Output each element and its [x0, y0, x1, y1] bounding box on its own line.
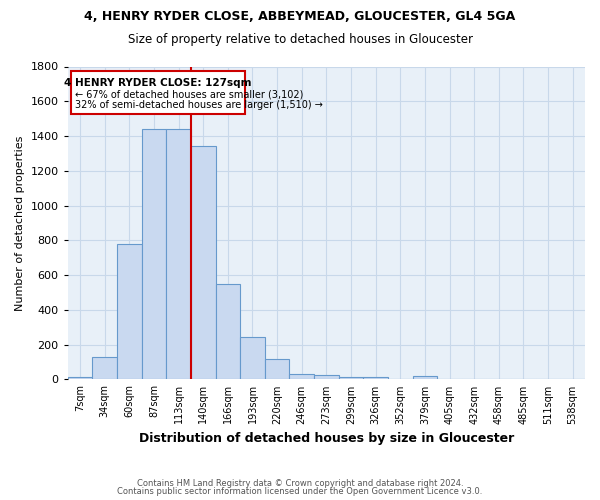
Bar — [364, 377, 388, 380]
Text: Contains HM Land Registry data © Crown copyright and database right 2024.: Contains HM Land Registry data © Crown c… — [137, 478, 463, 488]
Bar — [265, 360, 289, 380]
Text: Contains public sector information licensed under the Open Government Licence v3: Contains public sector information licen… — [118, 487, 482, 496]
Bar — [289, 374, 314, 380]
Bar — [71, 71, 245, 115]
Text: 32% of semi-detached houses are larger (1,510) →: 32% of semi-detached houses are larger (… — [75, 100, 323, 110]
Text: 4 HENRY RYDER CLOSE: 127sqm: 4 HENRY RYDER CLOSE: 127sqm — [64, 78, 252, 88]
Bar — [191, 146, 215, 380]
Bar — [240, 337, 265, 380]
Bar — [215, 284, 240, 380]
Bar — [338, 377, 364, 380]
Y-axis label: Number of detached properties: Number of detached properties — [15, 136, 25, 310]
Text: 4, HENRY RYDER CLOSE, ABBEYMEAD, GLOUCESTER, GL4 5GA: 4, HENRY RYDER CLOSE, ABBEYMEAD, GLOUCES… — [85, 10, 515, 23]
Bar — [68, 377, 92, 380]
Bar — [117, 244, 142, 380]
Text: ← 67% of detached houses are smaller (3,102): ← 67% of detached houses are smaller (3,… — [75, 89, 304, 99]
Bar — [166, 129, 191, 380]
Bar — [92, 357, 117, 380]
Bar — [314, 375, 338, 380]
Bar — [142, 129, 166, 380]
Bar — [413, 376, 437, 380]
X-axis label: Distribution of detached houses by size in Gloucester: Distribution of detached houses by size … — [139, 432, 514, 445]
Text: Size of property relative to detached houses in Gloucester: Size of property relative to detached ho… — [128, 32, 473, 46]
